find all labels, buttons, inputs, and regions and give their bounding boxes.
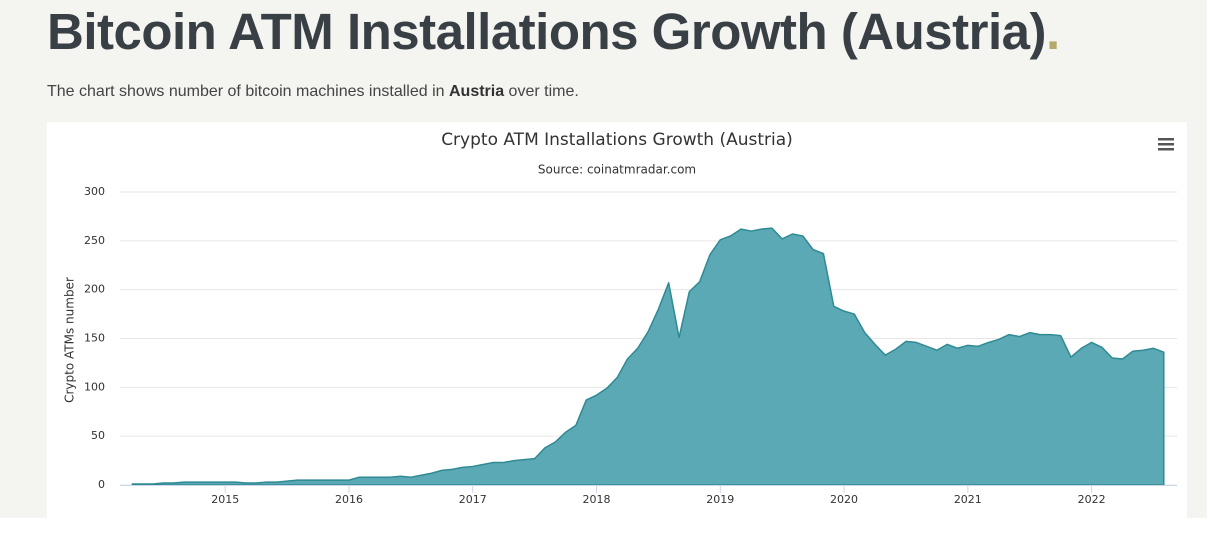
chart: Crypto ATM Installations Growth (Austria… (47, 122, 1187, 518)
y-tick-label: 200 (84, 283, 105, 296)
y-tick-label: 250 (84, 234, 105, 247)
x-tick-label: 2018 (583, 493, 611, 506)
x-tick-label: 2021 (954, 493, 982, 506)
y-tick-label: 0 (98, 478, 105, 491)
desc-country: Austria (448, 83, 505, 100)
desc-text: over time. (504, 83, 579, 100)
area (131, 227, 1165, 486)
y-axis-title: Crypto ATMs number (63, 277, 77, 403)
x-tick-label: 2017 (459, 493, 487, 506)
chart-title: Crypto ATM Installations Growth (Austria… (441, 130, 793, 150)
description: The chart shows number of bitcoin machin… (47, 83, 579, 101)
x-tick-label: 2022 (1078, 493, 1106, 506)
y-tick-label: 50 (91, 429, 105, 442)
y-tick-label: 150 (84, 332, 105, 345)
y-tick-label: 100 (84, 380, 105, 393)
title-mark: . (1046, 3, 1060, 60)
x-tick-label: 2019 (706, 493, 734, 506)
menu-button[interactable] (1158, 137, 1174, 151)
x-tick-label: 2020 (830, 493, 858, 506)
title-text: Bitcoin ATM Installations Growth (Austri… (47, 3, 1047, 60)
y-tick-label: 300 (84, 185, 105, 198)
x-tick-label: 2015 (211, 493, 239, 506)
page-title: Bitcoin ATM Installations Growth (Austri… (47, 2, 1060, 61)
chart-subtitle: Source: coinatmradar.com (538, 163, 696, 177)
x-tick-label: 2016 (335, 493, 363, 506)
desc-text: The chart shows number of bitcoin machin… (47, 83, 449, 100)
